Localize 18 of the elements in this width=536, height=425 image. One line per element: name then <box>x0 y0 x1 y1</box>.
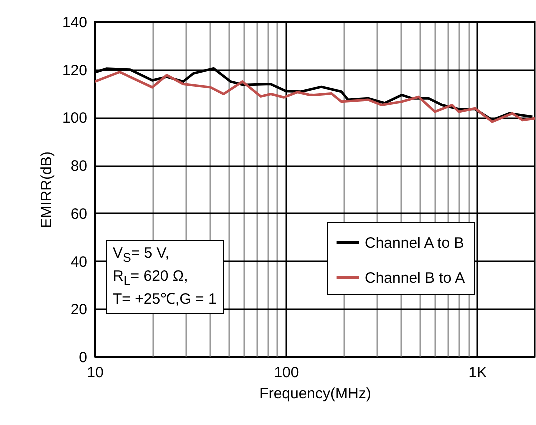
y-tick-label: 20 <box>70 302 88 319</box>
y-tick-label: 60 <box>70 206 88 223</box>
y-tick-label: 120 <box>62 62 88 80</box>
y-tick-label: 140 <box>62 14 88 32</box>
annotation: T= +25℃,G = 1 <box>113 290 217 308</box>
annotation: V$_{S}$= 5 V, <box>113 245 170 265</box>
y-axis-title: EMIRR(dB) <box>38 152 56 228</box>
x-axis-title: Frequency(MHz) <box>260 386 372 402</box>
y-tick-label: 0 <box>79 350 88 366</box>
x-tick-label: 100 <box>274 364 300 382</box>
y-tick-label: 100 <box>62 110 88 128</box>
legend-label: Channel B to A <box>365 270 466 287</box>
legend-label: Channel A to B <box>365 235 464 252</box>
y-tick-label: 80 <box>70 158 88 176</box>
y-tick-label: 40 <box>70 254 88 271</box>
x-tick-label: 1K <box>468 364 488 382</box>
annotation: R$_{L}$= 620 Ω, <box>113 268 188 288</box>
x-tick-label: 10 <box>87 364 104 382</box>
